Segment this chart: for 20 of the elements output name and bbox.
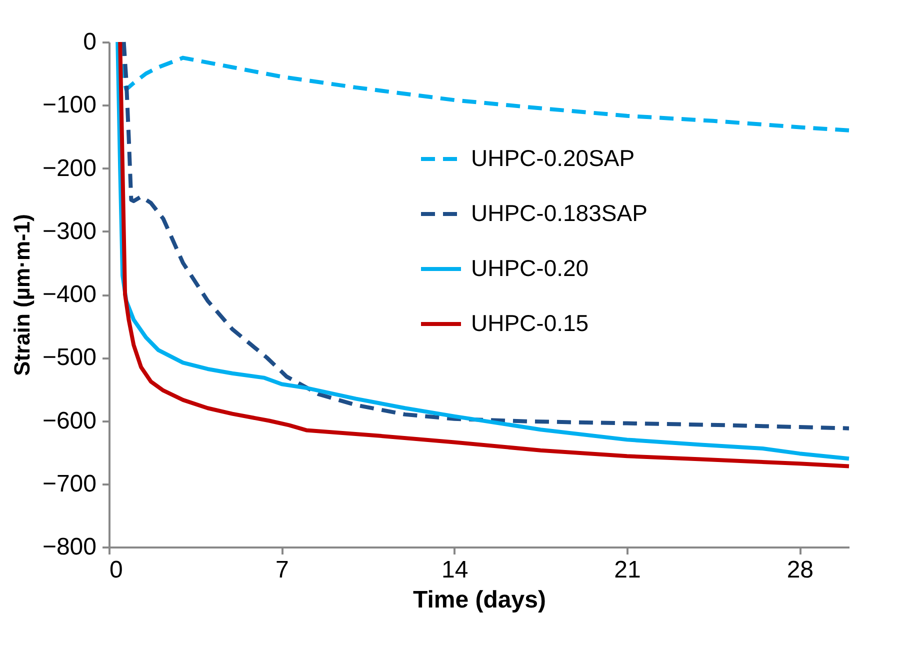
y-axis-title: Strain (µm·m-1) xyxy=(9,214,34,376)
y-tick-label: −400 xyxy=(42,281,96,308)
legend-label: UHPC-0.20 xyxy=(471,255,589,281)
x-tick-label: 21 xyxy=(614,556,641,584)
y-tick-label: 0 xyxy=(83,28,96,56)
x-tick-label: 7 xyxy=(275,556,289,584)
x-tick-label: 28 xyxy=(786,556,814,584)
legend-label: UHPC-0.183SAP xyxy=(471,200,648,226)
legend-label: UHPC-0.20SAP xyxy=(471,145,635,171)
y-tick-label: −300 xyxy=(42,218,96,245)
y-tick-label: −600 xyxy=(42,407,96,434)
y-tick-label: −800 xyxy=(42,534,96,560)
y-tick-label: −700 xyxy=(42,470,96,498)
y-tick-label: −200 xyxy=(42,154,96,182)
legend-label: UHPC-0.15 xyxy=(471,310,589,336)
x-tick-label: 0 xyxy=(110,556,123,584)
y-tick-label: −500 xyxy=(42,344,96,372)
y-tick-label: −100 xyxy=(42,92,96,119)
x-axis-title: Time (days) xyxy=(413,586,546,614)
x-tick-label: 14 xyxy=(441,556,468,584)
